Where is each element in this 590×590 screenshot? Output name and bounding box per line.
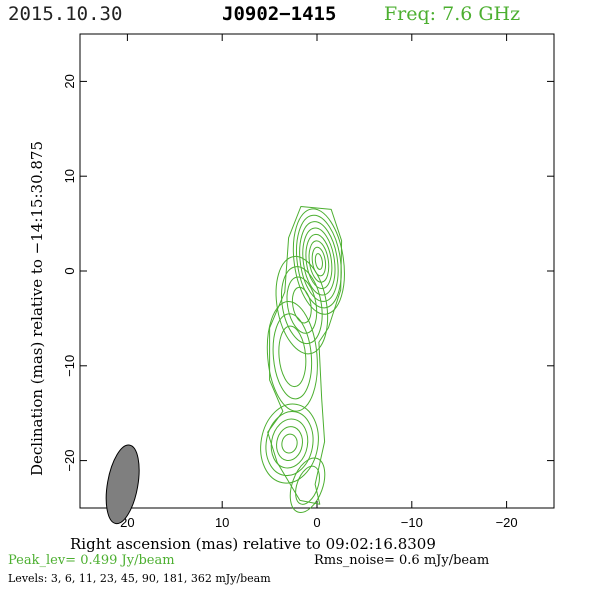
x-axis-label: Right ascension (mas) relative to 09:02:… xyxy=(70,535,436,553)
x-tick-label: −10 xyxy=(401,515,423,530)
contour-south-tail-level-2 xyxy=(295,465,320,505)
contour-core-level-7 xyxy=(311,246,327,277)
contour-outer-envelope xyxy=(267,206,343,505)
plot-frame xyxy=(79,33,555,509)
rms-noise: Rms_noise= 0.6 mJy/beam xyxy=(314,553,490,568)
contour-south-tail-level-1 xyxy=(289,457,326,513)
contour-south-blob-level-5 xyxy=(281,433,298,454)
axis-ticks xyxy=(80,34,554,508)
contour-core-level-2 xyxy=(296,214,342,309)
contour-core-level-3 xyxy=(299,221,339,302)
contour-jet-mid-level-2 xyxy=(272,313,313,400)
contour-core-level-6 xyxy=(308,240,330,283)
contour-jet-mid-level-1 xyxy=(266,301,318,412)
peak-level: Peak_lev= 0.499 Jy/beam xyxy=(8,553,175,568)
y-tick-label: 0 xyxy=(62,267,77,274)
contour-core-level-1 xyxy=(292,208,345,315)
frequency-label: Freq: 7.6 GHz xyxy=(384,3,521,25)
y-tick-label: −10 xyxy=(62,355,77,377)
y-tick-label: −20 xyxy=(62,450,77,472)
x-tick-label: −20 xyxy=(496,515,518,530)
contour-south-blob-level-4 xyxy=(276,426,303,461)
x-tick-label: 10 xyxy=(215,515,229,530)
contour-south-blob-level-3 xyxy=(270,418,309,469)
x-tick-label: 0 xyxy=(313,515,320,530)
contour-levels: Levels: 3, 6, 11, 23, 45, 90, 181, 362 m… xyxy=(8,572,271,585)
y-axis-label: Declination (mas) relative to −14:15:30.… xyxy=(28,141,46,476)
contour-core-level-4 xyxy=(302,227,336,296)
contour-core-level-8 xyxy=(314,253,323,270)
contour-south-blob-level-2 xyxy=(265,411,314,477)
y-tick-label: 20 xyxy=(62,74,77,88)
contour-inner-knot-level-4 xyxy=(291,286,312,324)
contour-lines xyxy=(260,206,345,513)
contour-jet-mid-level-3 xyxy=(278,325,307,388)
observation-date: 2015.10.30 xyxy=(8,3,123,25)
y-tick-label: 10 xyxy=(62,169,77,183)
source-name: J0902−1415 xyxy=(222,3,337,25)
beam-ellipse xyxy=(105,444,140,525)
beam-shape xyxy=(105,444,140,525)
contour-inner-knot-level-2 xyxy=(281,266,323,345)
contour-south-blob-level-1 xyxy=(260,403,319,484)
